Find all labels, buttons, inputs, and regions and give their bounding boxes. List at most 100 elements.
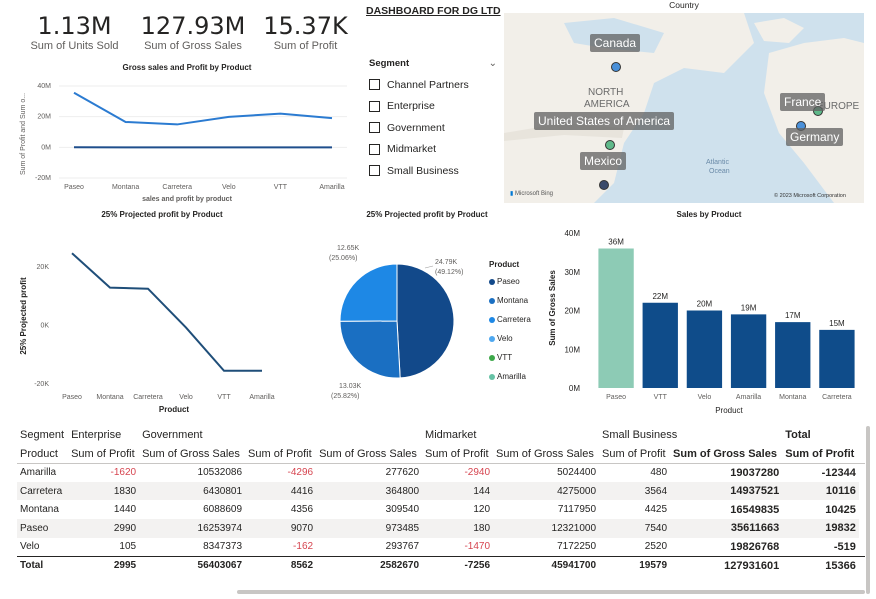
horizontal-scrollbar[interactable] xyxy=(237,590,865,594)
pie-slice xyxy=(339,263,398,322)
bing-logo: ▮ Microsoft Bing xyxy=(510,191,553,197)
total-cell: 127931601 xyxy=(724,559,780,572)
chevron-down-icon[interactable]: ⌄ xyxy=(488,58,497,69)
legend-title: Product xyxy=(489,260,520,269)
map-marker-usa[interactable] xyxy=(605,140,615,150)
map-marker-mexico[interactable] xyxy=(599,180,609,190)
x-tick-label: VTT xyxy=(274,184,288,191)
y-tick-label: 40M xyxy=(37,83,51,90)
slicer-option[interactable]: Midmarket xyxy=(369,139,497,161)
slicer-option[interactable]: Channel Partners xyxy=(369,74,497,96)
table-cell: 120 xyxy=(473,504,491,516)
y-tick-label: 0K xyxy=(40,323,49,330)
measure-header: Sum of Profit xyxy=(602,447,666,460)
bar xyxy=(775,322,811,388)
table-cell: 293767 xyxy=(385,541,420,553)
legend-marker xyxy=(489,335,495,342)
slicer-option[interactable]: Enterprise xyxy=(369,96,497,118)
legend-item[interactable]: Carretera xyxy=(489,310,544,329)
slicer-checkbox[interactable] xyxy=(369,143,380,155)
projected-profit-pie-chart[interactable]: 25% Projected profit by Product 24.79K (4… xyxy=(317,208,542,408)
x-tick-label: Amarilla xyxy=(736,394,761,401)
table-cell: 277620 xyxy=(385,467,420,479)
data-label: 15M xyxy=(829,319,845,328)
x-axis-label: Product xyxy=(715,406,743,415)
x-tick-label: VTT xyxy=(217,394,231,401)
legend-label: Montana xyxy=(497,296,529,305)
bar xyxy=(730,314,767,388)
slicer-checkbox[interactable] xyxy=(369,165,380,177)
slicer-checkbox[interactable] xyxy=(369,122,380,134)
map-label-mexico: Mexico xyxy=(580,152,627,170)
segment-header-label: Segment xyxy=(20,429,65,442)
country-map[interactable]: NORTH AMERICA EUROPE Atlantic Ocean Cana… xyxy=(504,13,864,203)
chart-title: 25% Projected profit by Product xyxy=(101,210,223,219)
chart-title: Gross sales and Profit by Product xyxy=(122,63,252,72)
table-cell: 144 xyxy=(473,485,491,497)
kpi-value: 1.13M xyxy=(37,12,112,40)
slicer-option-label: Channel Partners xyxy=(387,78,469,91)
table-cell: 10532086 xyxy=(197,467,243,479)
region-label: EUROPE xyxy=(817,101,860,112)
sales-by-product-chart[interactable]: Sales by Product 40M 30M 20M 10M 0M 36M Paseo 2… xyxy=(544,208,864,423)
legend-items: Paseo Montana Carretera Velo VTT Amarilla xyxy=(489,272,544,386)
data-label: 17M xyxy=(785,311,801,320)
legend-item[interactable]: Montana xyxy=(489,291,544,310)
table-cell: 14937521 xyxy=(730,485,780,498)
table-cell: 1440 xyxy=(113,504,137,516)
table-cell: 2520 xyxy=(644,541,668,553)
legend-item[interactable]: VTT xyxy=(489,348,544,367)
region-label: NORTH xyxy=(588,87,624,98)
segment-slicer[interactable]: Segment ⌄ Channel Partners Enterprise Gove… xyxy=(369,58,497,182)
table-row[interactable]: Amarilla -1620 10532086 -4296 277620 -2940 502… xyxy=(17,463,865,482)
x-tick-label: Carretera xyxy=(822,394,852,401)
table-cell: 19037280 xyxy=(730,466,780,479)
map-background xyxy=(504,13,864,203)
table-row[interactable]: Montana 1440 6088609 4356 309540 120 7117950 44… xyxy=(17,500,865,519)
map-marker-canada[interactable] xyxy=(611,62,621,72)
slicer-option[interactable]: Government xyxy=(369,117,497,139)
table-cell: 19832 xyxy=(825,522,856,535)
table-row[interactable]: Paseo 2990 16253974 9070 973485 180 12321000 75… xyxy=(17,518,865,538)
leader-line xyxy=(424,265,434,269)
kpi-units-sold: 1.13M Sum of Units Sold xyxy=(17,12,132,52)
profit-matrix[interactable]: Segment Enterprise Government Midmarket … xyxy=(17,426,865,575)
table-cell: -1620 xyxy=(110,467,137,479)
row-product: Paseo xyxy=(20,522,49,534)
table-cell: 12321000 xyxy=(551,522,597,534)
total-cell: 45941700 xyxy=(551,560,597,572)
projected-profit-line-chart[interactable]: 25% Projected profit by Product 20K 0K -20… xyxy=(17,208,307,418)
x-tick-label: Carretera xyxy=(162,184,192,191)
ocean-label: Atlantic xyxy=(706,159,729,166)
table-cell: 4275000 xyxy=(557,485,597,497)
map-label-germany: Germany xyxy=(786,128,844,146)
table-cell: 6430801 xyxy=(203,485,243,497)
legend-label: Amarilla xyxy=(497,372,526,381)
table-row[interactable]: Velo 105 8347373 -162 293767 -1470 7172250 2520… xyxy=(17,538,865,557)
vertical-scrollbar[interactable] xyxy=(866,426,870,594)
measure-header: Sum of Gross Sales xyxy=(319,447,417,460)
table-row[interactable]: Carretera 1830 6430801 4416 364800 144 4275000… xyxy=(17,481,865,501)
legend-item[interactable]: Amarilla xyxy=(489,367,544,386)
table-cell: -162 xyxy=(293,541,314,553)
kpi-value: 15.37K xyxy=(263,12,348,40)
legend-item[interactable]: Paseo xyxy=(489,272,544,291)
x-axis-label: sales and profit by product xyxy=(142,196,233,203)
slicer-option[interactable]: Small Business xyxy=(369,160,497,182)
segment-midmarket: Midmarket xyxy=(425,429,477,442)
table-cell: 6088609 xyxy=(203,504,243,516)
x-tick-label: Velo xyxy=(179,394,193,401)
kpi-value: 127.93M xyxy=(140,12,246,40)
slicer-checkbox[interactable] xyxy=(369,100,380,112)
table-cell: 2990 xyxy=(113,522,137,534)
row-product: Carretera xyxy=(20,485,63,497)
slicer-checkbox[interactable] xyxy=(369,79,380,91)
x-tick-label: Montana xyxy=(779,394,806,401)
gross-sales-profit-chart[interactable]: Gross sales and Profit by Product 40M 20M… xyxy=(17,62,357,212)
table-cell: 4356 xyxy=(290,504,314,516)
table-cell: -519 xyxy=(833,540,856,553)
table-cell: 3564 xyxy=(644,485,668,497)
legend-item[interactable]: Velo xyxy=(489,329,544,348)
y-tick-label: 0M xyxy=(569,384,580,393)
data-label: 20M xyxy=(697,300,713,309)
